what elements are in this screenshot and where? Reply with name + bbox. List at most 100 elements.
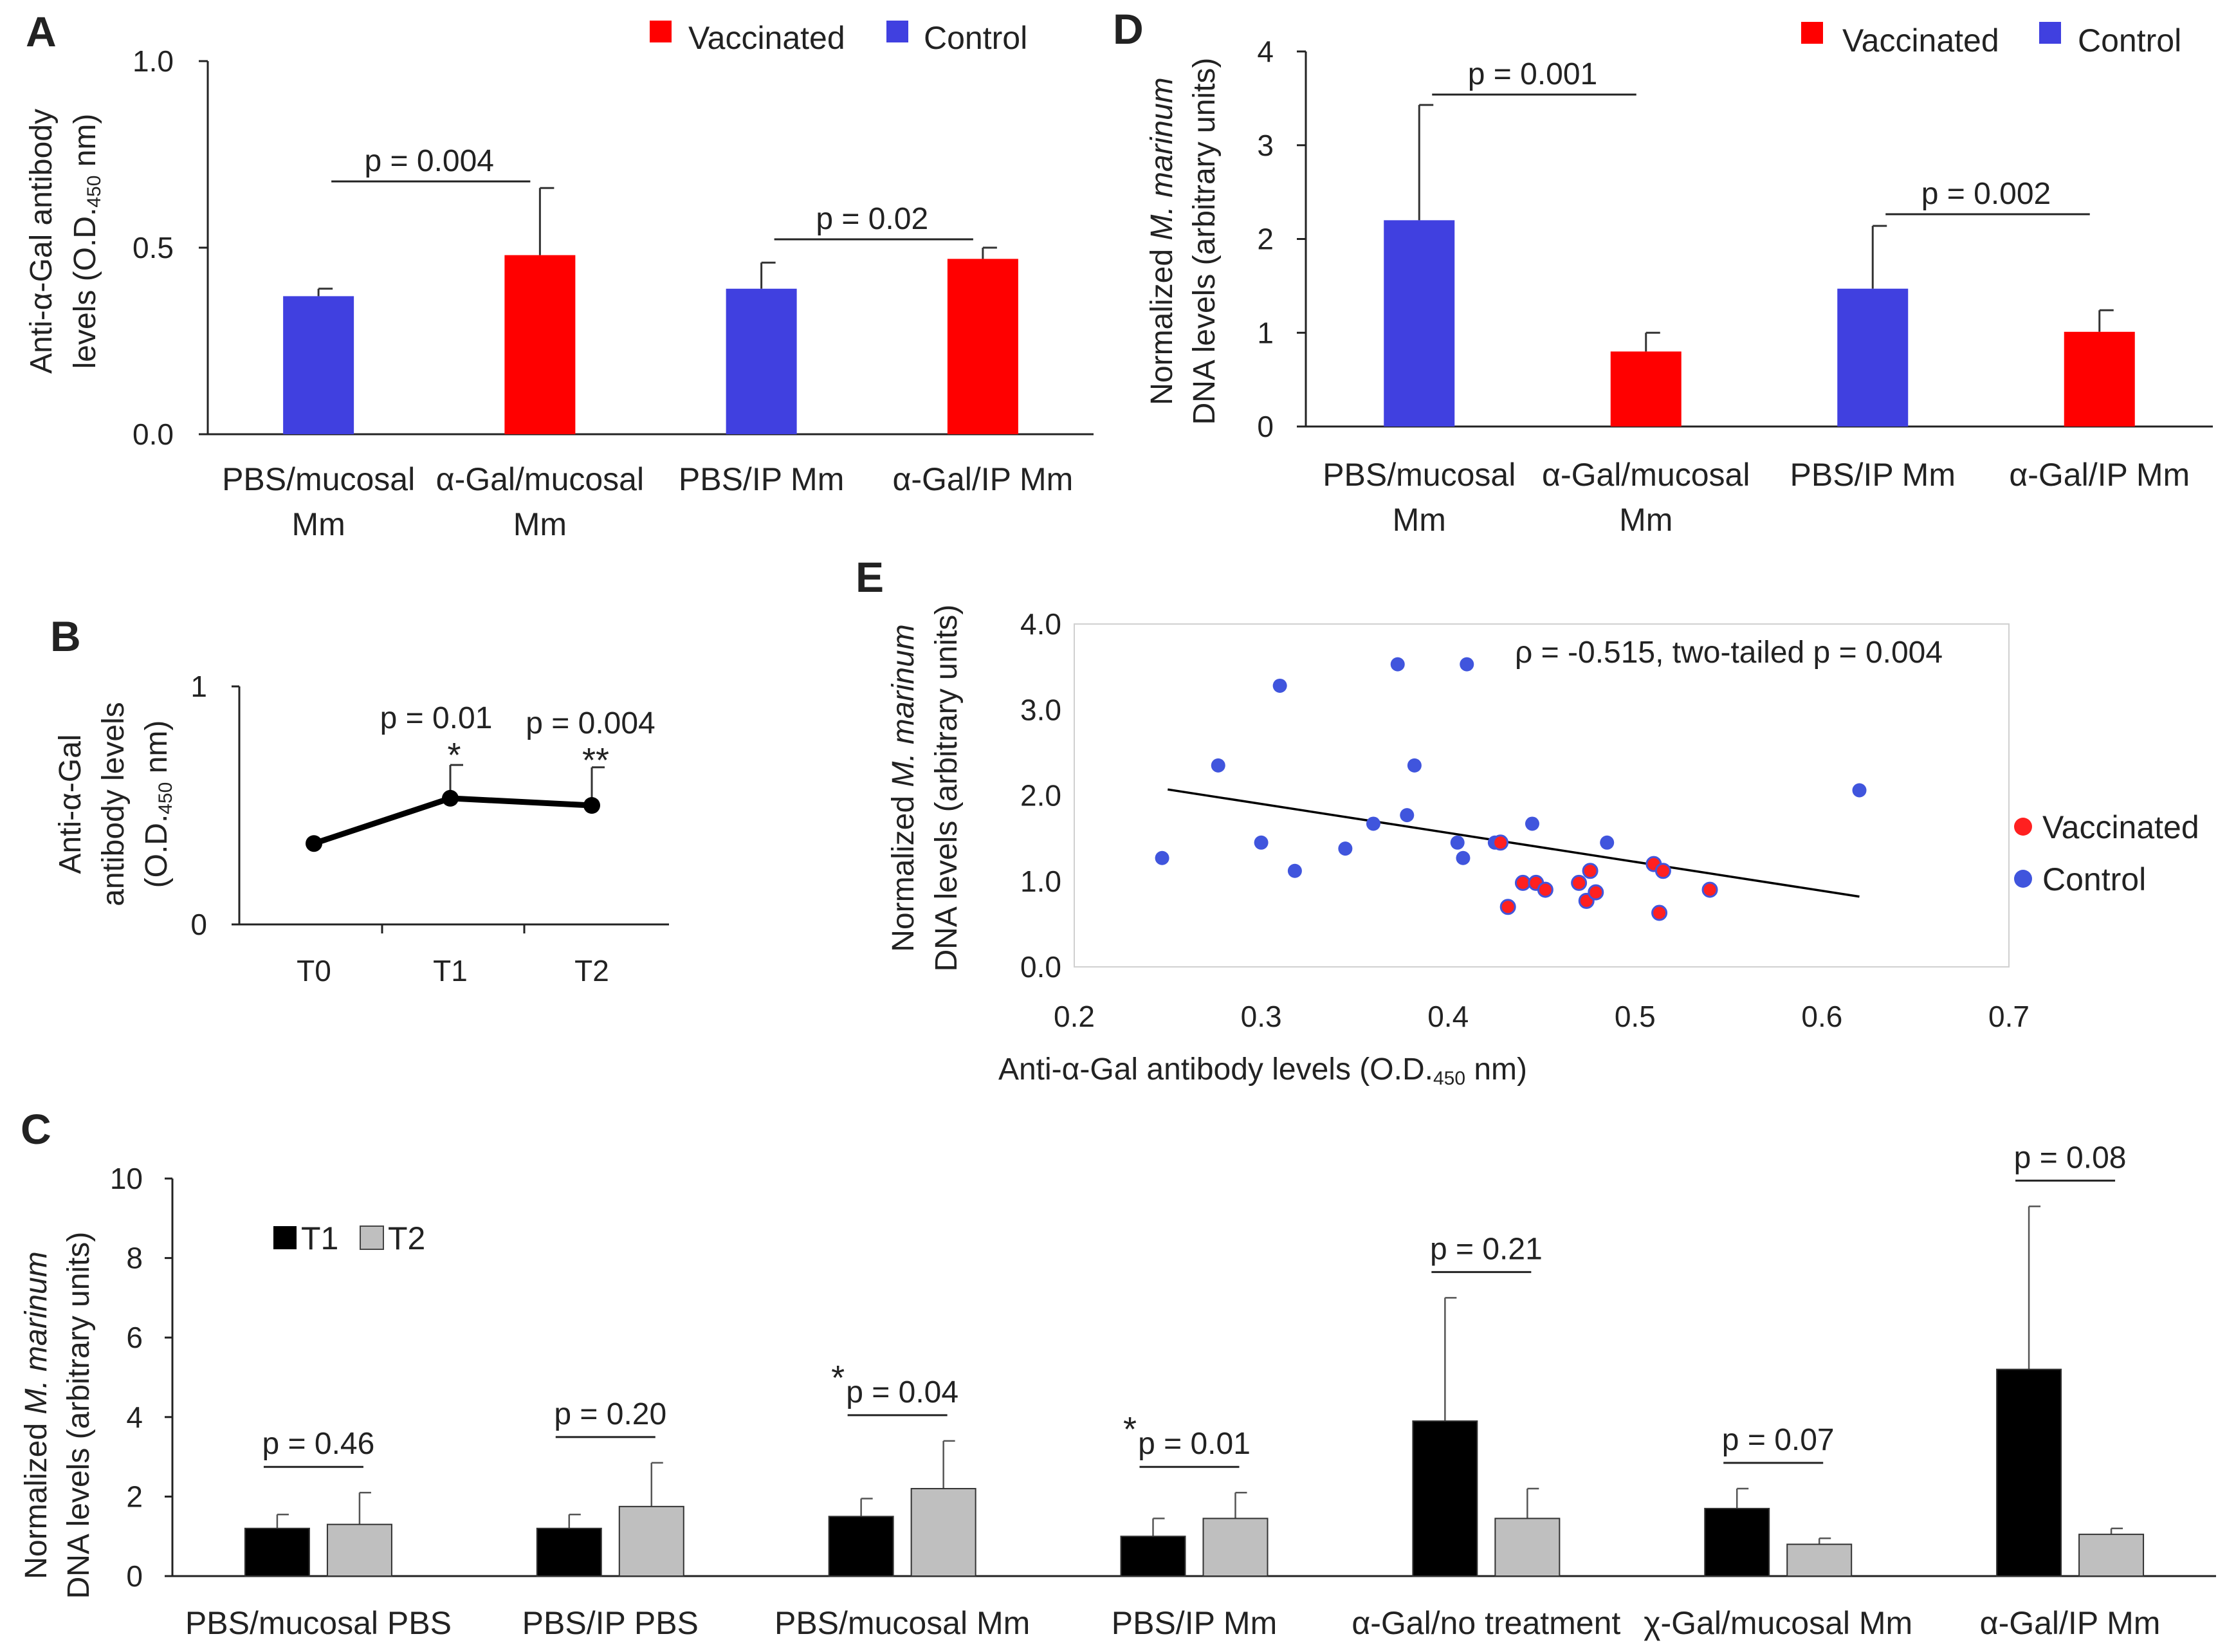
legend-label-control: Control [2042,861,2146,897]
x-tick-label: 0.6 [1801,1000,1842,1033]
panel-c-chart: T1 T2 Normalized M. marinum DNA levels (… [19,1141,2216,1641]
y-tick-label: 0 [126,1559,143,1593]
p-value-label: p = 0.04 [846,1375,958,1409]
y-tick-label: 1.0 [133,44,174,78]
x-tick-label: 0.2 [1054,1000,1095,1033]
vaccinated-point [1571,874,1588,891]
x-category-label: PBS/mucosal [222,461,415,497]
x-category-label: Mm [1393,502,1446,538]
bar-t2 [326,1523,392,1577]
legend-swatch-t1 [273,1226,297,1249]
y-tick-label: 2 [126,1480,143,1513]
y-tick-label: 1.0 [1020,865,1061,898]
x-category-label: PBS/IP PBS [522,1605,699,1641]
panel-b-y-axis-label: Anti-α-Gal antibody levels (O.D.450 nm) [53,702,176,906]
bar [947,259,1018,434]
legend-label-vaccinated: Vaccinated [1842,23,1999,59]
y-tick-label: 8 [126,1242,143,1275]
bar-t1 [1704,1507,1770,1577]
y-axis-label-line1: Normalized M. marinum [19,1251,53,1579]
bar-t1 [536,1527,602,1577]
bar-t2 [1202,1518,1269,1577]
p-value-label: p = 0.20 [554,1397,666,1431]
p-value-label: p = 0.01 [1138,1427,1251,1461]
x-category-label: α-Gal/IP Mm [892,461,1073,497]
x-category-label: Mm [513,506,567,542]
bar-t2 [910,1488,976,1577]
y-axis-label-line2: levels (O.D.450 nm) [68,114,105,369]
x-category-label: Mm [291,506,345,542]
significance-star: * [831,1359,845,1397]
panel-label-d: D [1113,5,1144,53]
x-category-label: α-Gal/no treatment [1352,1605,1620,1641]
y-tick-label: 0 [1257,410,1274,443]
bar-t2 [618,1505,684,1577]
bar [2064,331,2135,427]
x-tick-label: 0.4 [1427,1000,1469,1033]
x-tick-label: 0.7 [1988,1000,2030,1033]
control-point [1338,841,1353,856]
legend-label-t2: T2 [388,1220,425,1256]
y-tick-label: 10 [110,1162,143,1195]
vaccinated-point [1582,863,1599,879]
control-point [1600,835,1615,850]
x-category-label: α-Gal/mucosal [1542,457,1750,493]
panel-c-y-axis-label: Normalized M. marinum DNA levels (arbitr… [19,1232,96,1599]
bar [283,296,354,434]
x-tick-label: 0.3 [1241,1000,1282,1033]
bar-t2 [1786,1543,1853,1577]
p-value-label: p = 0.004 [364,144,494,178]
legend-label-t1: T1 [301,1220,338,1256]
control-point [1450,835,1465,850]
p-value-label: p = 0.01 [380,701,493,735]
p-value-label: p = 0.08 [2014,1141,2127,1175]
x-category-label: PBS/IP Mm [1790,457,1956,493]
x-category-label: Mm [1619,502,1672,538]
control-point [1525,816,1539,831]
vaccinated-point [1588,884,1604,901]
bar-t1 [1412,1420,1478,1577]
panel-e-chart: Anti-α-Gal antibody levels (O.D.450 nm) … [886,605,2199,1089]
x-category-label: PBS/mucosal Mm [774,1605,1030,1641]
legend-label-vaccinated: Vaccinated [688,20,845,56]
p-value-label: p = 0.21 [1430,1232,1543,1266]
control-point [1456,850,1471,865]
x-category-label: T1 [433,954,468,987]
y-axis-label-line1: Anti-α-Gal antibody [24,109,59,374]
x-category-label: PBS/IP Mm [1112,1605,1277,1641]
y-tick-label: 2.0 [1020,779,1061,812]
legend-swatch-control [886,21,908,42]
control-point [1272,678,1287,693]
panel-label-c: C [21,1105,51,1153]
significance-stars: ** [582,741,609,780]
x-axis-label: Anti-α-Gal antibody levels (O.D.450 nm) [998,1052,1527,1089]
p-value-label: p = 0.02 [816,202,928,236]
y-tick-label: 0.0 [133,418,174,451]
trend-line [1168,788,1860,898]
data-point [306,835,322,852]
p-value-label: p = 0.004 [526,706,655,740]
bar-t1 [1120,1536,1186,1577]
vaccinated-point [1701,881,1718,898]
y-tick-label: 1 [1257,316,1274,349]
control-point [1407,758,1422,773]
x-category-label: PBS/IP Mm [679,461,844,497]
panel-b-chart: Anti-α-Gal antibody levels (O.D.450 nm) … [53,670,669,987]
legend-dot-control [2014,870,2032,888]
panel-a-y-axis-label: Anti-α-Gal antibody levels (O.D.450 nm) [24,109,105,374]
control-point [1390,657,1405,672]
bar [1610,351,1682,427]
y-axis-label-line3: (O.D.450 nm) [140,720,176,888]
legend-dot-vaccinated [2014,818,2032,836]
y-tick-label: 3.0 [1020,693,1061,726]
legend-label-control: Control [2078,23,2181,59]
y-tick-label: 2 [1257,223,1274,256]
x-category-label: PBS/mucosal [1323,457,1516,493]
control-point [1254,835,1269,850]
bar [726,288,797,434]
control-point [1155,850,1169,865]
control-point [1460,657,1474,672]
y-tick-label: 3 [1257,129,1274,162]
y-axis-label-line1: Anti-α-Gal [53,734,87,874]
